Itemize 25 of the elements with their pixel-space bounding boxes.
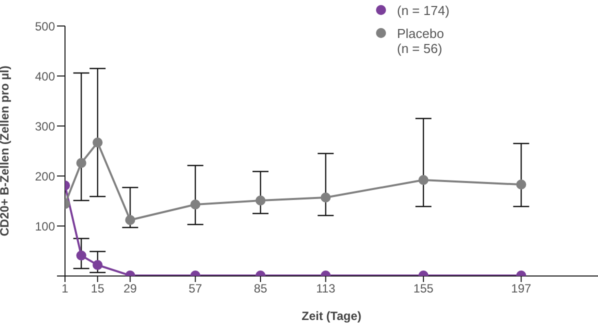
x-axis-title: Zeit (Tage) <box>302 309 362 323</box>
x-tick-label: 57 <box>188 282 202 296</box>
x-tick-label: 197 <box>511 282 532 296</box>
x-tick-label: 113 <box>316 282 336 296</box>
point <box>125 215 136 225</box>
point <box>256 196 266 206</box>
text: (n = 174) <box>397 3 450 18</box>
x-tick-label: 85 <box>254 282 268 296</box>
y-tick-label: 400 <box>34 69 56 84</box>
point <box>92 138 103 148</box>
y-tick-label: 100 <box>34 219 56 234</box>
y-tick-label: 200 <box>34 169 56 184</box>
point <box>516 180 526 190</box>
y-tick-label: 300 <box>34 119 56 134</box>
x-tick-label: 155 <box>413 282 434 296</box>
x-tick-label: 1 <box>62 282 69 296</box>
point <box>320 192 331 202</box>
legend-label: Placebo (n = 56) <box>397 26 445 56</box>
y-axis-title: CD20+ B-Zellen (Zellen pro µl) <box>0 66 12 236</box>
point <box>418 175 428 185</box>
point <box>76 158 86 168</box>
x-tick-label: 15 <box>90 282 105 296</box>
x-tick-label: 29 <box>123 282 138 296</box>
y-tick-label: 500 <box>34 19 56 34</box>
point <box>190 200 200 210</box>
